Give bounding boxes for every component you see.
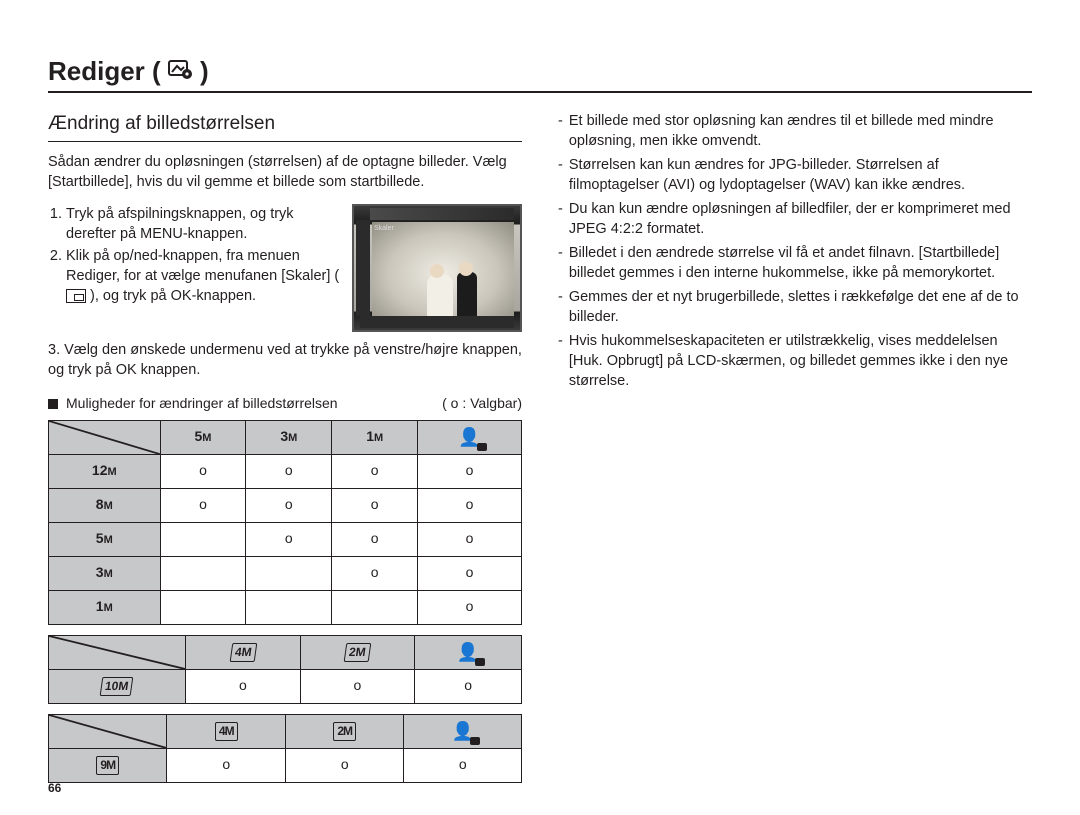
table-cell: o xyxy=(285,748,403,782)
left-column: Ændring af billedstørrelsen Sådan ændrer… xyxy=(48,111,522,793)
col-1m: 1M xyxy=(332,420,418,454)
col-2m-tall: 2M xyxy=(285,714,403,748)
note-text: Billedet i den ændrede størrelse vil få … xyxy=(569,243,1032,283)
title-text: Rediger ( xyxy=(48,56,161,86)
note-item: -Et billede med stor opløsning kan ændre… xyxy=(558,111,1032,151)
page-header: Rediger ( ) xyxy=(48,56,1032,93)
table-cell: o xyxy=(332,522,418,556)
table-cell xyxy=(160,556,246,590)
resize-table-1: 5M 3M 1M 👤 12Moooo 8Moooo 5Mooo 3Moo 1Mo xyxy=(48,420,522,625)
table-cell: o xyxy=(167,748,285,782)
table-cell: o xyxy=(160,454,246,488)
step-2-text: Klik på op/ned-knappen, fra menuen Redig… xyxy=(66,248,339,284)
page-number: 66 xyxy=(48,781,61,795)
lcd-menu-label: Skaler xyxy=(374,224,394,234)
row-8m: 8M xyxy=(49,488,161,522)
note-item: -Du kan kun ændre opløsningen af billedf… xyxy=(558,199,1032,239)
notes-list: -Et billede med stor opløsning kan ændre… xyxy=(558,111,1032,391)
table-cell: o xyxy=(246,488,332,522)
person-camera-icon: 👤 xyxy=(452,719,474,744)
lcd-move-label: Flyt xyxy=(493,318,504,328)
step-1: Tryk på afspilningsknappen, og tryk dere… xyxy=(66,204,340,244)
options-label: Muligheder for ændringer af billedstørre… xyxy=(66,394,338,413)
row-5m: 5M xyxy=(49,522,161,556)
table-cell xyxy=(246,590,332,624)
table-cell: o xyxy=(332,556,418,590)
col-startimage: 👤 xyxy=(418,420,522,454)
page-title: Rediger ( ) xyxy=(48,56,209,87)
table-cell xyxy=(246,556,332,590)
steps-list: Tryk på afspilningsknappen, og tryk dere… xyxy=(48,204,340,332)
note-item: -Gemmes der et nyt brugerbillede, slette… xyxy=(558,287,1032,327)
table-cell: o xyxy=(332,454,418,488)
table-cell: o xyxy=(246,522,332,556)
table-cell: o xyxy=(418,454,522,488)
row-12m: 12M xyxy=(49,454,161,488)
note-item: -Størrelsen kan kun ændres for JPG-bille… xyxy=(558,155,1032,195)
resize-table-2: 4M 2M 👤 10Mooo xyxy=(48,635,522,704)
table-cell: o xyxy=(418,556,522,590)
col-5m: 5M xyxy=(160,420,246,454)
table-cell: o xyxy=(418,488,522,522)
step-3-wrap: 3. Vælg den ønskede undermenu ved at try… xyxy=(48,340,522,380)
row-10m-wide: 10M xyxy=(49,669,186,703)
note-text: Hvis hukommelseskapaciteten er utilstræk… xyxy=(569,331,1032,391)
table-cell xyxy=(160,522,246,556)
table-cell: o xyxy=(186,669,301,703)
options-legend: ( o : Valgbar) xyxy=(442,394,522,413)
note-item: -Hvis hukommelseskapaciteten er utilstræ… xyxy=(558,331,1032,391)
row-1m: 1M xyxy=(49,590,161,624)
bullet-square-icon xyxy=(48,399,58,409)
intro-paragraph: Sådan ændrer du opløsningen (størrelsen)… xyxy=(48,152,522,192)
diag-cell xyxy=(49,635,186,669)
table-cell: o xyxy=(332,488,418,522)
person-camera-icon: 👤 xyxy=(458,425,480,450)
col-4m-tall: 4M xyxy=(167,714,285,748)
diag-cell xyxy=(49,420,161,454)
title-close-paren: ) xyxy=(200,56,209,86)
options-row: Muligheder for ændringer af billedstørre… xyxy=(48,394,522,413)
step-3: Vælg den ønskede undermenu ved at trykke… xyxy=(48,342,522,378)
lcd-back-label: Tilbage xyxy=(382,318,405,328)
step-2-tail: ), og tryk på OK-knappen. xyxy=(90,288,256,304)
step-2: Klik på op/ned-knappen, fra menuen Redig… xyxy=(66,246,340,306)
row-3m: 3M xyxy=(49,556,161,590)
col-4m-wide: 4M xyxy=(186,635,301,669)
note-item: -Billedet i den ændrede størrelse vil få… xyxy=(558,243,1032,283)
table-cell: o xyxy=(246,454,332,488)
col-startimage: 👤 xyxy=(404,714,522,748)
right-column: -Et billede med stor opløsning kan ændre… xyxy=(558,111,1032,793)
col-2m-wide: 2M xyxy=(300,635,415,669)
resize-table-3: 4M 2M 👤 9Mooo xyxy=(48,714,522,783)
col-startimage: 👤 xyxy=(415,635,522,669)
table-cell: o xyxy=(404,748,522,782)
table-cell: o xyxy=(415,669,522,703)
table-cell xyxy=(332,590,418,624)
table-cell: o xyxy=(300,669,415,703)
resize-icon xyxy=(66,289,86,303)
note-text: Størrelsen kan kun ændres for JPG-billed… xyxy=(569,155,1032,195)
diag-cell xyxy=(49,714,167,748)
table-cell: o xyxy=(418,522,522,556)
table-cell: o xyxy=(418,590,522,624)
col-3m: 3M xyxy=(246,420,332,454)
table-cell xyxy=(160,590,246,624)
table-cell: o xyxy=(160,488,246,522)
person-camera-icon: 👤 xyxy=(457,640,479,665)
note-text: Du kan kun ændre opløsningen af billedfi… xyxy=(569,199,1032,239)
note-text: Gemmes der et nyt brugerbillede, slettes… xyxy=(569,287,1032,327)
row-9m-tall: 9M xyxy=(49,748,167,782)
lcd-preview: Skaler Tilbage Flyt xyxy=(352,204,522,332)
note-text: Et billede med stor opløsning kan ændres… xyxy=(569,111,1032,151)
section-heading: Ændring af billedstørrelsen xyxy=(48,111,522,142)
edit-gear-icon xyxy=(168,60,200,85)
